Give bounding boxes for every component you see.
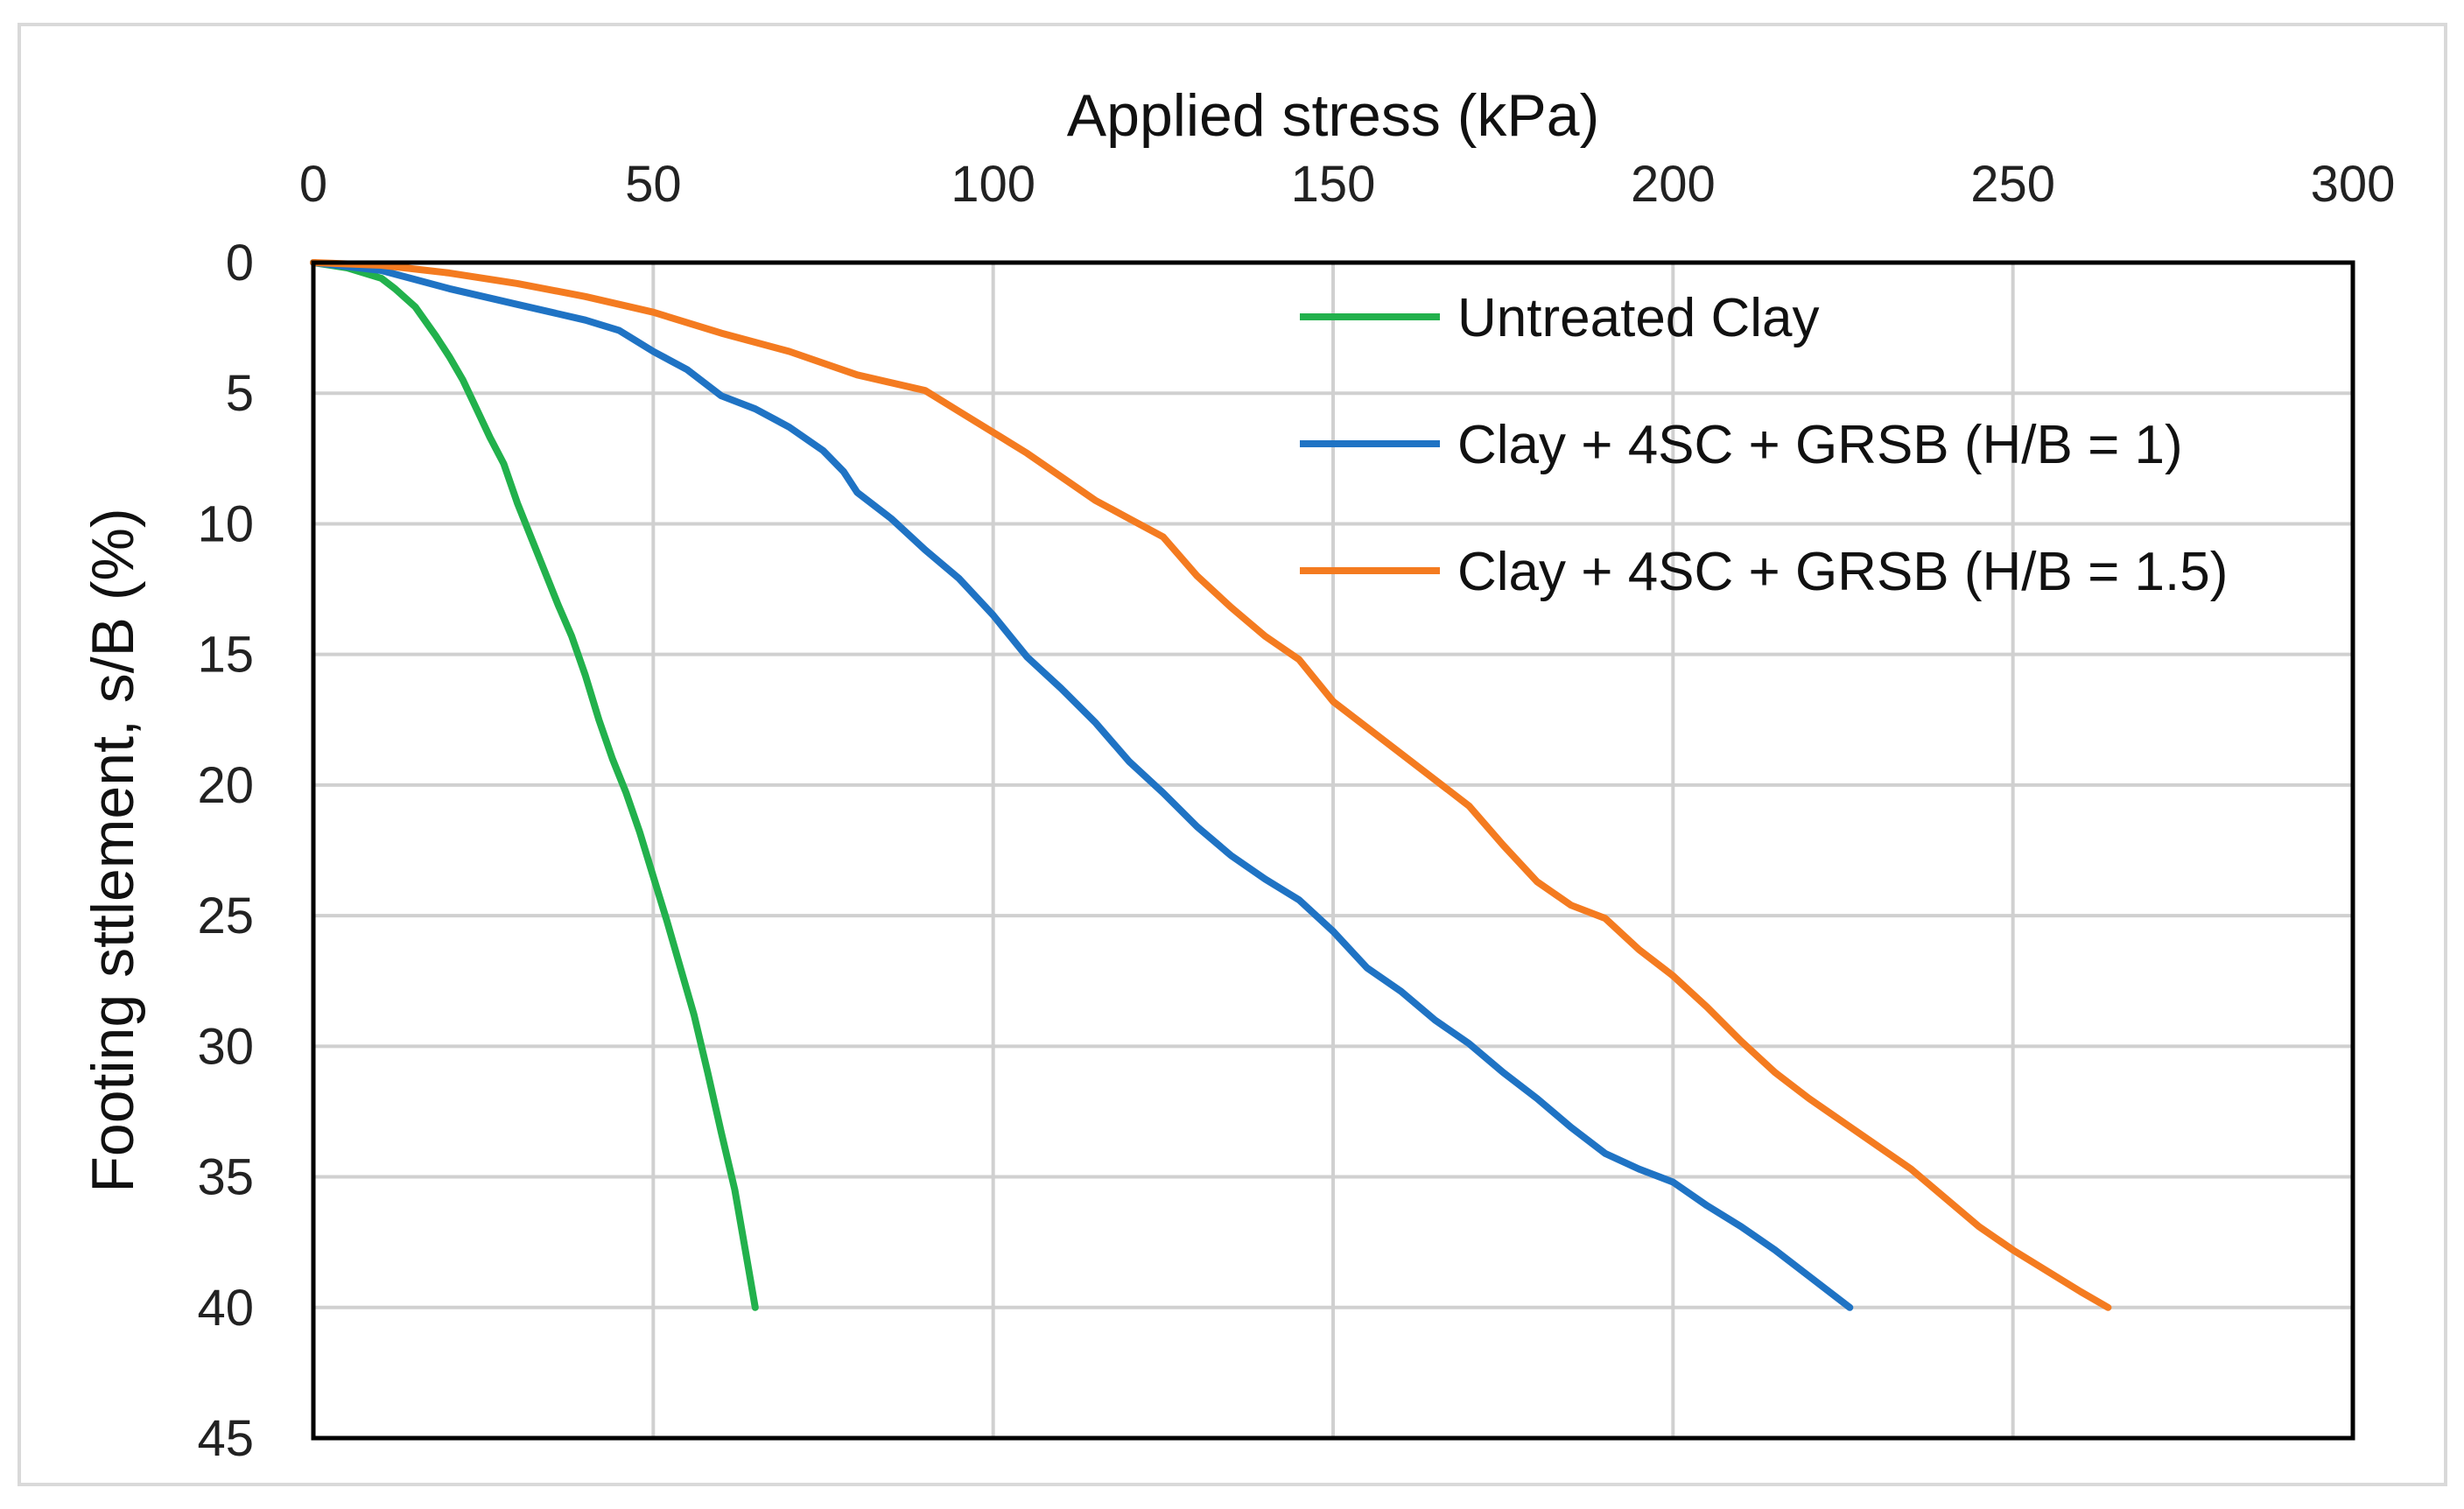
- y-tick-label: 45: [197, 1410, 254, 1467]
- y-tick-labels: 0 5 10 15 20 25 30 35 40 45: [197, 235, 254, 1467]
- x-axis-title: Applied stress (kPa): [1067, 82, 1599, 149]
- series-line-3: [310, 259, 2112, 1311]
- y-tick-label: 15: [197, 627, 254, 684]
- plot-area-border: [311, 260, 2355, 1441]
- x-tick-label: 150: [1291, 156, 1376, 213]
- series-group: [310, 259, 2112, 1311]
- x-tick-label: 250: [1970, 156, 2055, 213]
- series-line-2: [310, 259, 1854, 1311]
- x-tick-label: 300: [2311, 156, 2396, 213]
- y-tick-label: 20: [197, 757, 254, 814]
- legend-label-2: Clay + 4SC + GRSB (H/B = 1): [1457, 415, 2183, 475]
- x-tick-label: 0: [299, 156, 327, 213]
- x-tick-label: 100: [951, 156, 1035, 213]
- x-tick-labels: 0 50 100 150 200 250 300: [299, 156, 2396, 213]
- series-line-1: [310, 259, 759, 1311]
- x-tick-label: 200: [1631, 156, 1716, 213]
- legend-label-1: Untreated Clay: [1457, 288, 1820, 348]
- y-tick-label: 25: [197, 888, 254, 944]
- y-axis-title: Footing sttlement, s/B (%): [80, 508, 146, 1192]
- y-tick-label: 5: [226, 365, 254, 422]
- y-tick-label: 35: [197, 1149, 254, 1206]
- y-tick-label: 10: [197, 495, 254, 552]
- y-tick-label: 30: [197, 1018, 254, 1075]
- x-tick-label: 50: [625, 156, 682, 213]
- y-tick-label: 0: [226, 235, 254, 291]
- y-tick-label: 40: [197, 1280, 254, 1337]
- legend: Untreated Clay Clay + 4SC + GRSB (H/B = 1…: [1300, 288, 2228, 602]
- legend-label-3: Clay + 4SC + GRSB (H/B = 1.5): [1457, 542, 2228, 602]
- figure-frame: [18, 23, 2447, 1486]
